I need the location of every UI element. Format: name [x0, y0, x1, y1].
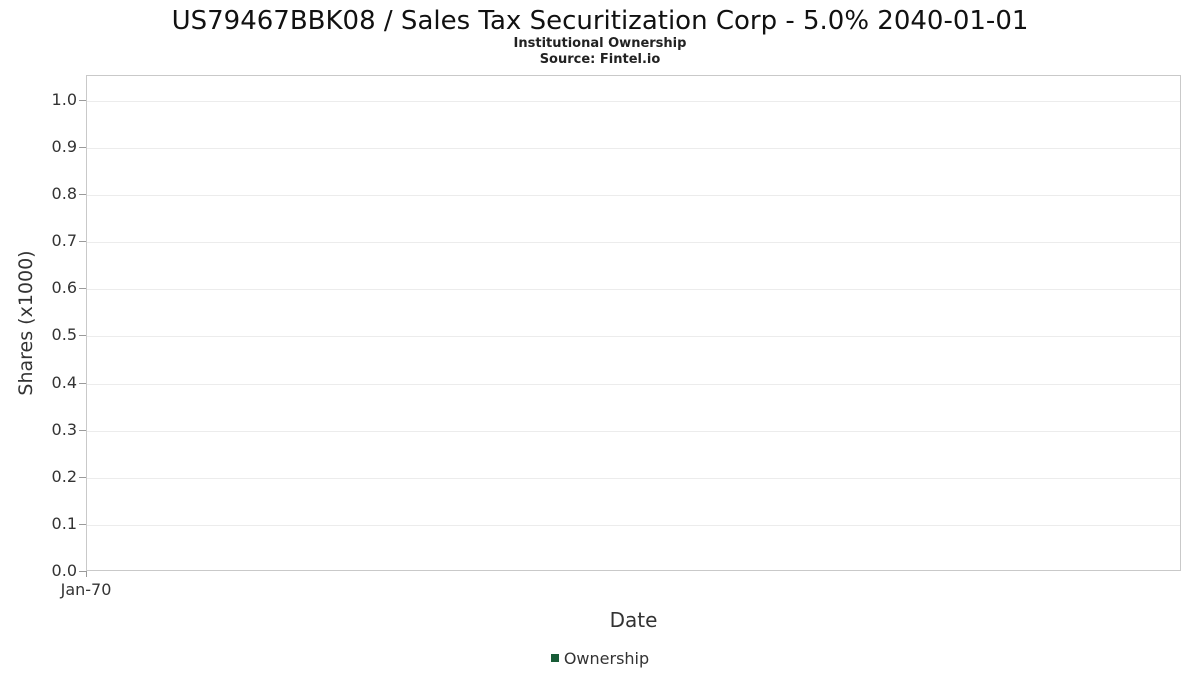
gridline [87, 289, 1180, 290]
y-tick-label: 0.9 [51, 137, 77, 156]
gridline [87, 478, 1180, 479]
y-tick-label: 0.2 [51, 467, 77, 486]
gridline [87, 431, 1180, 432]
y-tick-label: 0.6 [51, 278, 77, 297]
y-tick-label: 0.1 [51, 514, 77, 533]
y-tick-mark [79, 241, 86, 242]
y-tick-mark [79, 524, 86, 525]
chart-subtitle: Institutional Ownership [513, 36, 687, 51]
chart-source: Source: Fintel.io [539, 52, 661, 67]
gridline [87, 148, 1180, 149]
x-tick-label: Jan-70 [60, 580, 112, 599]
y-tick-mark [79, 335, 86, 336]
x-axis-title: Date [609, 608, 658, 632]
y-tick-mark [79, 571, 86, 572]
gridline [87, 101, 1180, 102]
y-tick-label: 1.0 [51, 90, 77, 109]
gridline [87, 525, 1180, 526]
plot-area [86, 75, 1181, 571]
y-tick-label: 0.5 [51, 325, 77, 344]
legend-marker-icon [550, 654, 559, 662]
y-axis-title: Shares (x1000) [15, 250, 37, 396]
y-tick-label: 0.0 [51, 561, 77, 580]
y-tick-label: 0.7 [51, 231, 77, 250]
legend-label: Ownership [563, 648, 650, 668]
y-tick-mark [79, 147, 86, 148]
y-tick-label: 0.4 [51, 373, 77, 392]
gridline [87, 384, 1180, 385]
y-tick-label: 0.3 [51, 420, 77, 439]
y-tick-mark [79, 100, 86, 101]
gridline [87, 195, 1180, 196]
y-tick-mark [79, 383, 86, 384]
chart-title: US79467BBK08 / Sales Tax Securitization … [171, 6, 1029, 36]
gridline [87, 336, 1180, 337]
legend: Ownership [0, 646, 1200, 670]
y-tick-mark [79, 430, 86, 431]
y-tick-mark [79, 288, 86, 289]
gridline [87, 242, 1180, 243]
y-tick-mark [79, 477, 86, 478]
y-tick-mark [79, 194, 86, 195]
x-tick-mark [86, 571, 87, 577]
y-tick-label: 0.8 [51, 184, 77, 203]
legend-item[interactable]: Ownership [550, 648, 650, 668]
